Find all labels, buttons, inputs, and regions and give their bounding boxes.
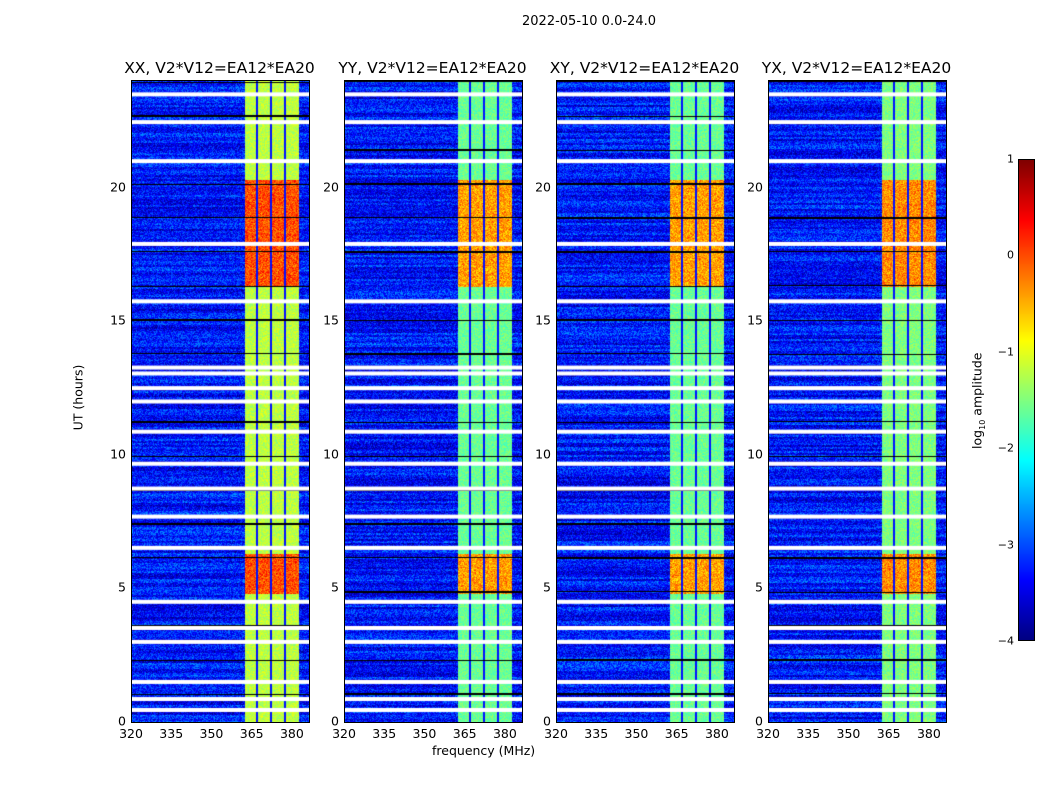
y-tick-label: 20 — [323, 179, 339, 195]
x-tick-label: 350 — [412, 726, 437, 741]
colorbar-tick-label: 1 — [1007, 152, 1014, 166]
y-tick-label: 0 — [118, 713, 126, 729]
y-tick-label: 15 — [110, 312, 126, 328]
x-tick-label: 380 — [916, 726, 941, 741]
colorbar-tick-label: −4 — [997, 634, 1014, 648]
y-tick-label: 10 — [535, 446, 551, 462]
x-tick-label: 320 — [756, 726, 780, 741]
waterfall-heatmap — [768, 80, 947, 723]
y-tick-label: 20 — [110, 179, 126, 195]
y-tick-label: 20 — [535, 179, 551, 195]
x-tick-label: 335 — [372, 726, 397, 741]
y-tick-label: 5 — [543, 579, 551, 595]
x-tick-label: 380 — [279, 726, 304, 741]
panel-title: XX, V2*V12=EA12*EA20 — [124, 59, 315, 77]
y-tick-label: 0 — [543, 713, 551, 729]
x-tick-label: 365 — [452, 726, 477, 741]
y-tick-label: 0 — [331, 713, 339, 729]
x-tick-label: 320 — [119, 726, 143, 741]
x-tick-label: 335 — [159, 726, 184, 741]
x-tick-label: 320 — [544, 726, 568, 741]
y-tick-label: 5 — [755, 579, 763, 595]
x-tick-label: 365 — [664, 726, 689, 741]
y-tick-label: 15 — [747, 312, 763, 328]
y-tick-label: 5 — [331, 579, 339, 595]
y-tick-label: 15 — [323, 312, 339, 328]
colorbar-tick-label: −3 — [997, 538, 1014, 552]
colorbar-tick-label: 0 — [1007, 248, 1014, 262]
x-tick-label: 365 — [239, 726, 264, 741]
figure-title: 2022-05-10 0.0-24.0 — [522, 14, 656, 29]
y-tick-label: 10 — [323, 446, 339, 462]
x-tick-label: 350 — [624, 726, 649, 741]
x-tick-label: 350 — [836, 726, 861, 741]
y-tick-label: 5 — [118, 579, 126, 595]
x-axis-label: frequency (MHz) — [432, 743, 536, 758]
colorbar-tick-label: −2 — [997, 441, 1014, 455]
panel-title: YY, V2*V12=EA12*EA20 — [338, 59, 527, 77]
colorbar-label: log10 amplitude — [969, 352, 987, 449]
y-tick-label: 10 — [747, 446, 763, 462]
x-tick-label: 350 — [199, 726, 224, 741]
x-tick-label: 335 — [796, 726, 821, 741]
y-tick-label: 10 — [110, 446, 126, 462]
x-tick-label: 380 — [704, 726, 729, 741]
colorbar — [1018, 159, 1035, 641]
panel-title: YX, V2*V12=EA12*EA20 — [761, 59, 952, 77]
y-tick-label: 15 — [535, 312, 551, 328]
x-tick-label: 320 — [332, 726, 356, 741]
waterfall-heatmap — [344, 80, 523, 723]
colorbar-tick-label: −1 — [997, 345, 1014, 359]
panel-title: XY, V2*V12=EA12*EA20 — [549, 59, 740, 77]
y-axis-label: UT (hours) — [70, 364, 86, 431]
waterfall-heatmap — [556, 80, 735, 723]
x-tick-label: 380 — [492, 726, 517, 741]
waterfall-heatmap — [131, 80, 310, 723]
x-tick-label: 365 — [876, 726, 901, 741]
y-tick-label: 20 — [747, 179, 763, 195]
x-tick-label: 335 — [584, 726, 609, 741]
y-tick-label: 0 — [755, 713, 763, 729]
